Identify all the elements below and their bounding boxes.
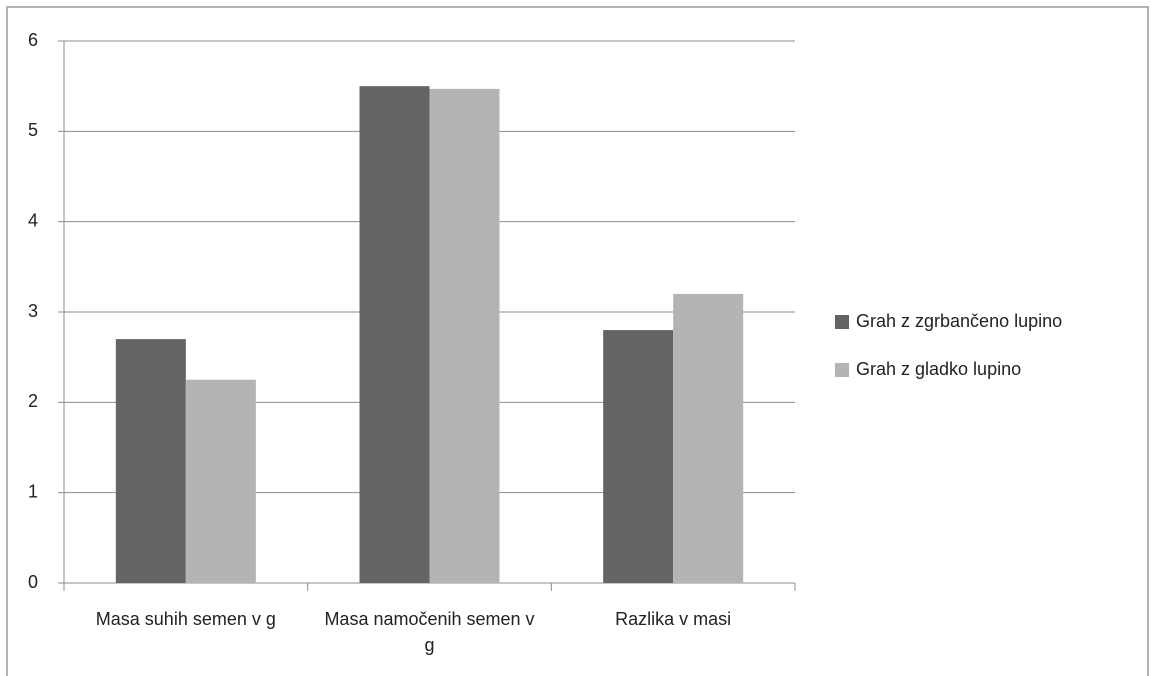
x-tick-label: Masa namočenih semen v g <box>324 609 535 655</box>
y-tick-label: 0 <box>28 572 38 592</box>
bar <box>359 86 430 584</box>
legend-label: Grah z gladko lupino <box>856 359 1021 379</box>
y-tick-label: 3 <box>28 301 38 321</box>
bar <box>603 330 674 583</box>
y-tick-label: 6 <box>28 30 38 50</box>
x-tick-label: Masa suhih semen v g <box>95 609 276 629</box>
bar <box>185 379 256 583</box>
frame-border <box>6 6 1149 676</box>
bar <box>673 293 744 583</box>
legend-swatch <box>835 363 849 377</box>
y-tick-label: 1 <box>28 481 38 501</box>
legend-label: Grah z zgrbančeno lupino <box>856 311 1062 331</box>
x-tick-label: Razlika v masi <box>615 609 732 629</box>
y-tick-label: 2 <box>28 391 38 411</box>
y-tick-label: 5 <box>28 120 38 140</box>
bar <box>429 88 500 584</box>
y-tick-label: 4 <box>28 210 38 230</box>
bar <box>115 339 186 583</box>
legend-swatch <box>835 315 849 329</box>
